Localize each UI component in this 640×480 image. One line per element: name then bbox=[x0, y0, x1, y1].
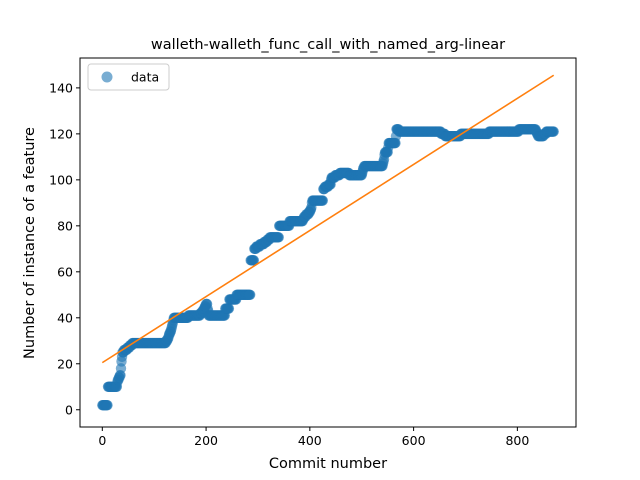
y-tick-label: 100 bbox=[49, 172, 73, 187]
y-tick-label: 80 bbox=[57, 218, 73, 233]
legend-box bbox=[87, 63, 170, 91]
data-point bbox=[548, 126, 559, 137]
y-tick-label: 140 bbox=[49, 80, 73, 95]
data-point bbox=[223, 303, 235, 314]
x-tick-label: 600 bbox=[402, 433, 426, 448]
y-tick-label: 60 bbox=[57, 264, 73, 279]
y-tick-label: 120 bbox=[49, 126, 73, 141]
data-point bbox=[102, 399, 113, 411]
data-point bbox=[244, 289, 256, 300]
x-tick-label: 800 bbox=[505, 433, 529, 448]
y-tick-label: 20 bbox=[57, 356, 73, 371]
x-axis: 0 200 400 600 800 bbox=[98, 427, 529, 448]
y-tick-label: 0 bbox=[65, 402, 73, 417]
x-tick-label: 0 bbox=[98, 433, 106, 448]
data-point bbox=[317, 195, 329, 206]
data-series bbox=[97, 124, 559, 411]
legend-marker-data bbox=[101, 71, 113, 83]
plot-area bbox=[97, 74, 559, 411]
data-point bbox=[248, 255, 260, 266]
data-point bbox=[273, 232, 284, 243]
legend: data bbox=[87, 63, 170, 91]
x-axis-label: Commit number bbox=[269, 456, 387, 472]
plot-frame bbox=[79, 57, 577, 428]
y-axis-label: Number of instance of a feature bbox=[22, 127, 38, 359]
chart-title: walleth-walleth_func_call_with_named_arg… bbox=[151, 37, 505, 53]
y-tick-label: 40 bbox=[57, 310, 73, 325]
y-axis: 0 20 40 60 80 100 120 140 bbox=[49, 80, 80, 417]
x-tick-label: 200 bbox=[194, 433, 218, 448]
x-tick-label: 400 bbox=[298, 433, 322, 448]
legend-label-data: data bbox=[131, 70, 159, 85]
fit-line bbox=[101, 74, 555, 364]
